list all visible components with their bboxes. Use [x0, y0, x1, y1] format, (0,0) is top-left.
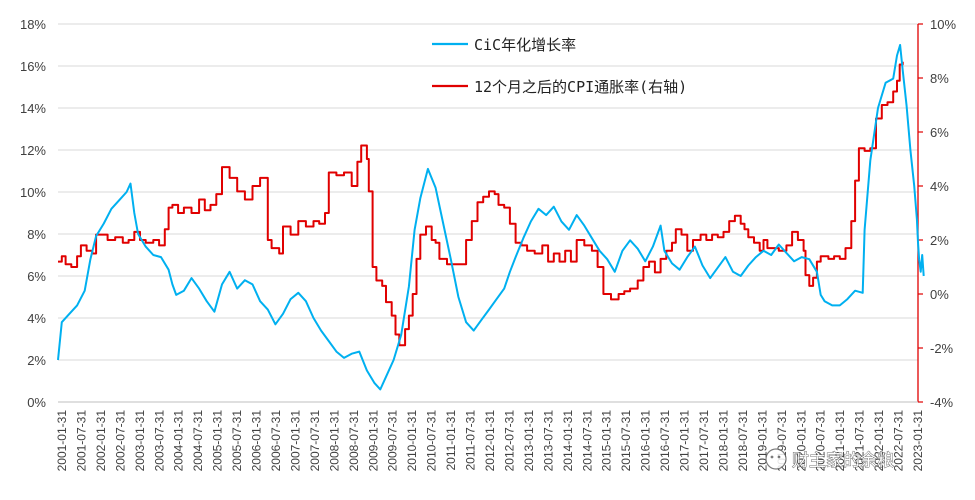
x-tick-label: 2005-01-31 [211, 410, 225, 472]
x-tick-label: 2004-01-31 [172, 410, 186, 472]
x-tick-label: 2011-01-31 [444, 410, 458, 471]
left-tick-label: 6% [27, 269, 46, 284]
x-tick-label: 2002-01-31 [94, 410, 108, 472]
watermark-text: 财主家的余粮 [792, 451, 894, 471]
left-tick-label: 2% [27, 353, 46, 368]
left-tick-label: 8% [27, 227, 46, 242]
x-axis-ticks: 2001-01-31 2001-07-31 2002-01-31 2002-07-31… [55, 410, 925, 472]
right-tick-label: -4% [930, 395, 954, 410]
x-tick-label: 2008-01-31 [327, 410, 341, 472]
left-axis-ticks: 0% 2% 4% 6% 8% 10% 12% 14% 16% 18% [20, 17, 46, 410]
legend: CiC年化增长率 12个月之后的CPI通胀率(右轴) [432, 36, 687, 96]
wechat-icon-eye-left [770, 455, 774, 459]
x-tick-label: 2011-07-31 [464, 410, 478, 471]
x-tick-label: 2002-07-31 [113, 410, 127, 472]
x-tick-label: 2021-01-31 [833, 410, 847, 472]
left-tick-label: 16% [20, 59, 46, 74]
x-tick-label: 2001-07-31 [74, 410, 88, 472]
x-tick-label: 2015-01-31 [600, 410, 614, 472]
x-tick-label: 2013-01-31 [522, 410, 536, 472]
x-tick-label: 2003-07-31 [152, 410, 166, 472]
x-tick-label: 2013-07-31 [541, 410, 555, 472]
x-tick-label: 2018-01-31 [716, 410, 730, 472]
wechat-icon-eye-right [777, 455, 781, 459]
left-tick-label: 4% [27, 311, 46, 326]
x-tick-label: 2003-01-31 [133, 410, 147, 472]
right-tick-label: 8% [930, 71, 949, 86]
x-tick-label: 2009-01-31 [366, 410, 380, 472]
x-tick-label: 2012-01-31 [483, 410, 497, 472]
x-tick-label: 2010-07-31 [425, 410, 439, 472]
x-tick-label: 2010-01-31 [405, 410, 419, 472]
x-tick-label: 2021-07-31 [853, 410, 867, 472]
right-tick-label: -2% [930, 341, 954, 356]
x-tick-label: 2001-01-31 [55, 410, 69, 472]
wechat-icon [765, 448, 787, 470]
left-tick-label: 12% [20, 143, 46, 158]
right-tick-label: 4% [930, 179, 949, 194]
x-tick-label: 2012-07-31 [502, 410, 516, 472]
x-tick-label: 2017-07-31 [697, 410, 711, 472]
cic-series-line [57, 44, 925, 391]
left-tick-label: 14% [20, 101, 46, 116]
x-tick-label: 2023-01-31 [911, 410, 925, 472]
x-tick-label: 2018-07-31 [736, 410, 750, 472]
x-tick-label: 2014-01-31 [561, 410, 575, 472]
left-tick-label: 18% [20, 17, 46, 32]
x-tick-label: 2009-07-31 [386, 410, 400, 472]
x-tick-label: 2005-07-31 [230, 410, 244, 472]
x-tick-label: 2006-07-31 [269, 410, 283, 472]
watermark: 财主家的余粮 [765, 448, 895, 472]
x-tick-label: 2022-01-31 [872, 410, 886, 472]
x-tick-label: 2020-07-31 [814, 410, 828, 472]
right-axis-ticks: -4% -2% 0% 2% 4% 6% 8% 10% [918, 17, 956, 410]
x-tick-label: 2014-07-31 [580, 410, 594, 472]
x-tick-label: 2008-07-31 [347, 410, 361, 472]
left-tick-label: 0% [27, 395, 46, 410]
x-tick-label: 2020-01-31 [794, 410, 808, 472]
left-tick-label: 10% [20, 185, 46, 200]
x-tick-label: 2022-07-31 [892, 410, 906, 472]
x-tick-label: 2015-07-31 [619, 410, 633, 472]
right-tick-label: 10% [930, 17, 956, 32]
x-tick-label: 2007-07-31 [308, 410, 322, 472]
x-tick-label: 2007-01-31 [288, 410, 302, 472]
x-tick-label: 2006-01-31 [250, 410, 264, 472]
x-tick-label: 2016-01-31 [639, 410, 653, 472]
x-tick-label: 2016-07-31 [658, 410, 672, 472]
x-tick-label: 2004-07-31 [191, 410, 205, 472]
legend-label-cic: CiC年化增长率 [474, 36, 576, 54]
legend-label-cpi: 12个月之后的CPI通胀率(右轴) [474, 78, 687, 96]
x-tick-label: 2017-01-31 [678, 410, 692, 472]
right-tick-label: 6% [930, 125, 949, 140]
right-tick-label: 2% [930, 233, 949, 248]
right-tick-label: 0% [930, 287, 949, 302]
cpi-series-line [58, 61, 904, 347]
